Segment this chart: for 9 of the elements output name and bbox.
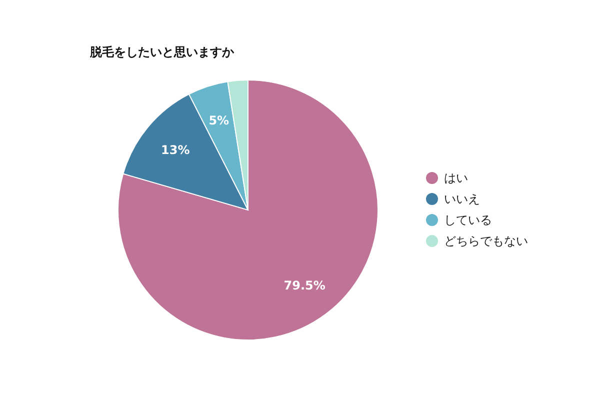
chart-title: 脱毛をしたいと思いますか (89, 45, 235, 59)
legend-label: はい (444, 171, 468, 185)
legend-label: している (444, 213, 492, 227)
data-label: 13% (161, 142, 190, 157)
legend-label: いいえ (444, 192, 480, 206)
data-label: 79.5% (284, 278, 326, 292)
legend-label: どちらでもない (444, 234, 528, 248)
data-label: 5% (208, 113, 230, 128)
pie-slice (118, 80, 378, 340)
